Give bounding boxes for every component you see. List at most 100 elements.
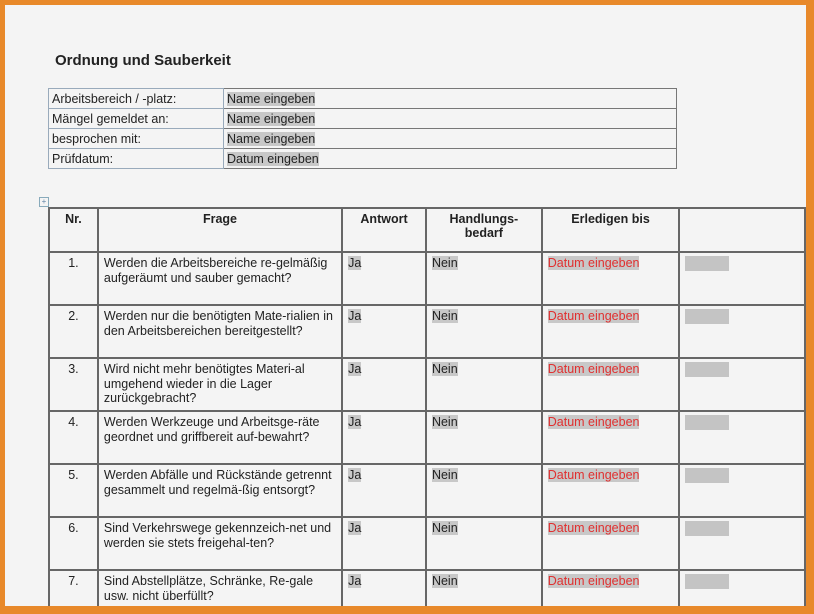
extra-cell[interactable] — [678, 410, 806, 465]
answer-dropdown[interactable]: Ja — [348, 256, 362, 270]
action-needed-cell[interactable]: Nein — [424, 410, 543, 465]
extra-cell[interactable] — [678, 516, 806, 571]
empty-form-field[interactable] — [685, 521, 730, 536]
answer-dropdown[interactable]: Ja — [348, 309, 362, 323]
info-value[interactable]: Datum eingeben — [227, 151, 319, 166]
question-text: Sind Abstellplätze, Schränke, Re-gale us… — [96, 569, 344, 606]
answer-dropdown[interactable]: Ja — [348, 574, 362, 588]
answer-cell[interactable]: Ja — [341, 463, 427, 518]
due-date-cell[interactable]: Datum eingeben — [540, 410, 681, 465]
header-antwort: Antwort — [341, 207, 427, 253]
answer-dropdown[interactable]: Ja — [348, 468, 362, 482]
action-needed-dropdown[interactable]: Nein — [431, 309, 458, 323]
info-value[interactable]: Name eingeben — [227, 131, 316, 146]
action-needed-cell[interactable]: Nein — [424, 516, 543, 571]
answer-dropdown[interactable]: Ja — [348, 362, 362, 376]
header-nr: Nr. — [48, 207, 99, 253]
info-value[interactable]: Name eingeben — [227, 111, 316, 126]
extra-cell[interactable] — [678, 304, 806, 359]
due-date-field[interactable]: Datum eingeben — [547, 309, 640, 323]
due-date-field[interactable]: Datum eingeben — [547, 362, 640, 376]
extra-cell[interactable] — [678, 569, 806, 606]
info-label: Mängel gemeldet an: — [48, 108, 224, 129]
table-row: 5. Werden Abfälle und Rückstände getrenn… — [48, 463, 806, 518]
document-page: Ordnung und Sauberkeit Arbeitsbereich / … — [5, 5, 806, 606]
header-frage: Frage — [96, 207, 344, 253]
row-number: 4. — [48, 410, 99, 465]
header-handlungsbedarf: Handlungs-bedarf — [424, 207, 543, 253]
checklist-table: Nr. Frage Antwort Handlungs-bedarf Erled… — [48, 207, 806, 606]
action-needed-dropdown[interactable]: Nein — [431, 468, 458, 482]
due-date-cell[interactable]: Datum eingeben — [540, 569, 681, 606]
answer-cell[interactable]: Ja — [341, 304, 427, 359]
action-needed-cell[interactable]: Nein — [424, 463, 543, 518]
answer-cell[interactable]: Ja — [341, 357, 427, 412]
info-label: Prüfdatum: — [48, 148, 224, 169]
empty-form-field[interactable] — [685, 468, 730, 483]
action-needed-cell[interactable]: Nein — [424, 304, 543, 359]
due-date-field[interactable]: Datum eingeben — [547, 415, 640, 429]
table-row: 6. Sind Verkehrswege gekennzeich-net und… — [48, 516, 806, 571]
table-row: 3. Wird nicht mehr benötigtes Materi-al … — [48, 357, 806, 412]
action-needed-dropdown[interactable]: Nein — [431, 521, 458, 535]
row-number: 2. — [48, 304, 99, 359]
action-needed-cell[interactable]: Nein — [424, 251, 543, 306]
answer-cell[interactable]: Ja — [341, 516, 427, 571]
info-row: Prüfdatum: Datum eingeben — [48, 148, 677, 169]
action-needed-cell[interactable]: Nein — [424, 569, 543, 606]
info-row: besprochen mit: Name eingeben — [48, 128, 677, 149]
extra-cell[interactable] — [678, 251, 806, 306]
info-row: Arbeitsbereich / -platz: Name eingeben — [48, 88, 677, 109]
info-value-field[interactable]: Datum eingeben — [223, 148, 677, 169]
info-table: Arbeitsbereich / -platz: Name eingeben Män… — [48, 88, 677, 169]
extra-cell[interactable] — [678, 463, 806, 518]
info-value[interactable]: Name eingeben — [227, 91, 316, 106]
due-date-field[interactable]: Datum eingeben — [547, 256, 640, 270]
table-row: 7. Sind Abstellplätze, Schränke, Re-gale… — [48, 569, 806, 606]
info-value-field[interactable]: Name eingeben — [223, 88, 677, 109]
question-text: Wird nicht mehr benötigtes Materi-al umg… — [96, 357, 344, 412]
info-label: besprochen mit: — [48, 128, 224, 149]
info-label: Arbeitsbereich / -platz: — [48, 88, 224, 109]
row-number: 7. — [48, 569, 99, 606]
empty-form-field[interactable] — [685, 256, 730, 271]
answer-cell[interactable]: Ja — [341, 410, 427, 465]
due-date-cell[interactable]: Datum eingeben — [540, 516, 681, 571]
due-date-cell[interactable]: Datum eingeben — [540, 251, 681, 306]
empty-form-field[interactable] — [685, 362, 730, 377]
answer-dropdown[interactable]: Ja — [348, 415, 362, 429]
due-date-cell[interactable]: Datum eingeben — [540, 357, 681, 412]
answer-dropdown[interactable]: Ja — [348, 521, 362, 535]
action-needed-dropdown[interactable]: Nein — [431, 574, 458, 588]
due-date-field[interactable]: Datum eingeben — [547, 521, 640, 535]
action-needed-dropdown[interactable]: Nein — [431, 256, 458, 270]
action-needed-cell[interactable]: Nein — [424, 357, 543, 412]
header-extra — [678, 207, 806, 253]
question-text: Werden die Arbeitsbereiche re-gelmäßig a… — [96, 251, 344, 306]
row-number: 5. — [48, 463, 99, 518]
due-date-field[interactable]: Datum eingeben — [547, 468, 640, 482]
empty-form-field[interactable] — [685, 415, 730, 430]
table-move-handle-icon[interactable]: + — [39, 197, 49, 207]
due-date-cell[interactable]: Datum eingeben — [540, 304, 681, 359]
header-erledigen: Erledigen bis — [540, 207, 681, 253]
row-number: 3. — [48, 357, 99, 412]
question-text: Werden Abfälle und Rückstände getrennt g… — [96, 463, 344, 518]
info-value-field[interactable]: Name eingeben — [223, 128, 677, 149]
table-row: 4. Werden Werkzeuge und Arbeitsge-räte g… — [48, 410, 806, 465]
extra-cell[interactable] — [678, 357, 806, 412]
question-text: Sind Verkehrswege gekennzeich-net und we… — [96, 516, 344, 571]
info-value-field[interactable]: Name eingeben — [223, 108, 677, 129]
table-row: 1. Werden die Arbeitsbereiche re-gelmäßi… — [48, 251, 806, 306]
action-needed-dropdown[interactable]: Nein — [431, 415, 458, 429]
empty-form-field[interactable] — [685, 309, 730, 324]
answer-cell[interactable]: Ja — [341, 251, 427, 306]
due-date-field[interactable]: Datum eingeben — [547, 574, 640, 588]
answer-cell[interactable]: Ja — [341, 569, 427, 606]
empty-form-field[interactable] — [685, 574, 730, 589]
info-row: Mängel gemeldet an: Name eingeben — [48, 108, 677, 129]
page-title: Ordnung und Sauberkeit — [55, 52, 231, 69]
due-date-cell[interactable]: Datum eingeben — [540, 463, 681, 518]
action-needed-dropdown[interactable]: Nein — [431, 362, 458, 376]
table-row: 2. Werden nur die benötigten Mate-rialie… — [48, 304, 806, 359]
